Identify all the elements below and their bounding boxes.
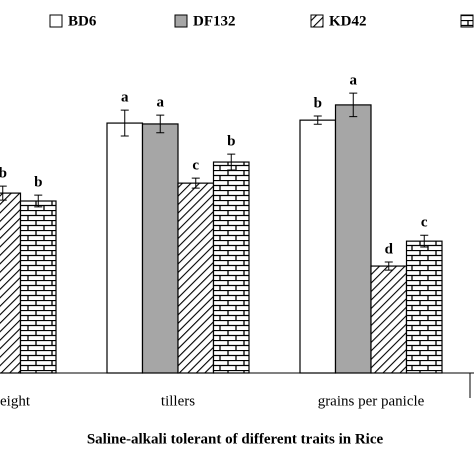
- error-bar: [191, 177, 200, 189]
- bar: [141, 123, 179, 374]
- bar: [0, 192, 22, 374]
- legend-swatch: [49, 14, 63, 28]
- bar: [370, 265, 408, 374]
- x-tick-label: tillers: [161, 393, 195, 409]
- error-bar: [156, 114, 165, 134]
- significance-letter: b: [0, 166, 7, 182]
- significance-letter: c: [421, 215, 428, 231]
- error-bar: [120, 109, 129, 137]
- x-tick-label: grains per panicle: [318, 393, 425, 409]
- error-bar: [0, 185, 7, 201]
- x-tick-label: eight: [0, 393, 31, 409]
- error-bar: [313, 115, 322, 125]
- significance-letter: a: [121, 90, 129, 106]
- bar: [177, 182, 215, 374]
- legend-swatch: [174, 14, 188, 28]
- error-bar: [349, 92, 358, 118]
- legend-label: BD6: [68, 13, 97, 29]
- error-bar: [420, 234, 429, 248]
- chart-title: Saline-alkali tolerant of different trai…: [87, 431, 384, 447]
- bar: [334, 104, 372, 374]
- bar: [299, 119, 337, 374]
- bar: [106, 122, 144, 374]
- significance-letter: b: [34, 175, 42, 191]
- error-bar: [34, 194, 43, 208]
- legend-swatch: [460, 14, 474, 28]
- significance-letter: b: [314, 95, 322, 111]
- significance-letter: d: [385, 241, 394, 257]
- significance-letter: a: [157, 95, 165, 111]
- legend-label: DF132: [193, 13, 236, 29]
- significance-letter: b: [227, 134, 235, 150]
- significance-letter: a: [350, 73, 358, 89]
- bar: [19, 200, 57, 374]
- legend-label: KD42: [329, 13, 367, 29]
- error-bar: [384, 261, 393, 271]
- bar: [405, 240, 443, 374]
- error-bar: [227, 153, 236, 171]
- significance-letter: c: [192, 158, 199, 174]
- legend-swatch: [310, 14, 324, 28]
- bar: [212, 161, 250, 374]
